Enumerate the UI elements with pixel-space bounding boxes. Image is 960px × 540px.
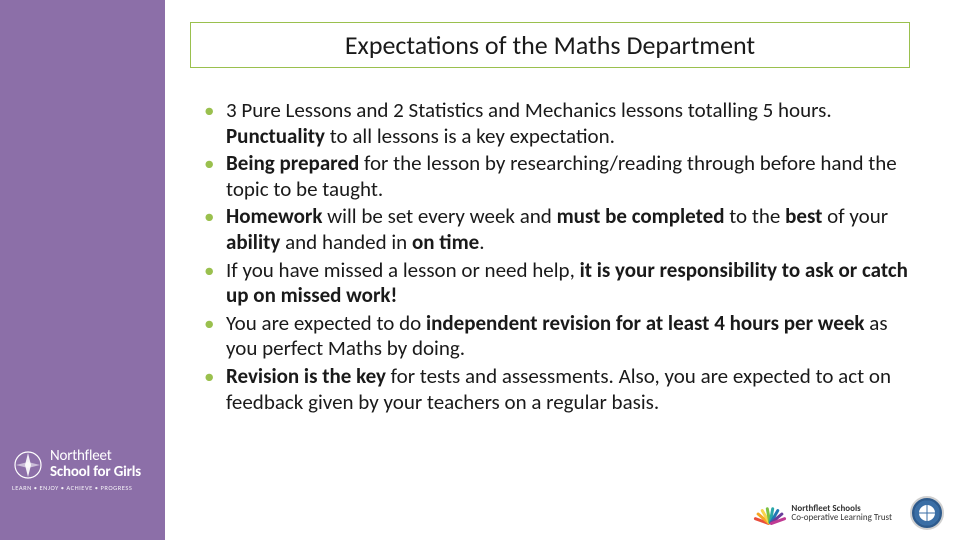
content-area: 3 Pure Lessons and 2 Statistics and Mech… xyxy=(200,98,910,417)
bullet-item: Homework will be set every week and must… xyxy=(200,204,910,255)
sidebar: Northfleet School for Girls LEARN • ENJO… xyxy=(0,0,165,540)
bullet-segment: Punctuality xyxy=(226,123,325,149)
bullet-segment: Revision is the key xyxy=(226,363,391,389)
bullet-segment: 3 Pure Lessons and 2 Statistics and Mech… xyxy=(226,97,832,123)
burst-icon xyxy=(753,496,787,530)
bullet-item: Revision is the key for tests and assess… xyxy=(200,364,910,415)
bullet-segment: of your xyxy=(827,203,888,229)
bullet-segment: Being prepared xyxy=(226,150,364,176)
bullet-segment: and handed in xyxy=(285,229,412,255)
partner-logo: Northfleet Schools Co-operative Learning… xyxy=(753,496,892,530)
slide-title: Expectations of the Maths Department xyxy=(199,29,901,61)
footer-logos: Northfleet Schools Co-operative Learning… xyxy=(753,496,944,530)
bullet-segment: best xyxy=(785,203,827,229)
compass-icon xyxy=(12,449,44,481)
bullet-segment: will be set every week and xyxy=(327,203,556,229)
bullet-item: You are expected to do independent revis… xyxy=(200,311,910,362)
bullet-segment: independent revision for at least 4 hour… xyxy=(426,310,869,336)
school-logo: Northfleet School for Girls LEARN • ENJO… xyxy=(12,449,141,492)
bullet-segment: must be completed xyxy=(557,203,730,229)
bullet-segment: to all lessons is a key expectation. xyxy=(325,123,615,149)
logo-tagline: LEARN • ENJOY • ACHIEVE • PROGRESS xyxy=(12,484,141,492)
bullet-segment: Homework xyxy=(226,203,327,229)
bullet-segment: on time xyxy=(412,229,479,255)
bullet-segment: You are expected to do xyxy=(226,310,426,336)
bullet-segment: . xyxy=(479,229,484,255)
logo-line2: School for Girls xyxy=(50,465,141,481)
bullet-item: If you have missed a lesson or need help… xyxy=(200,258,910,309)
bullet-segment: If you have missed a lesson or need help… xyxy=(226,257,580,283)
bullet-item: Being prepared for the lesson by researc… xyxy=(200,151,910,202)
ib-badge-icon xyxy=(910,496,944,530)
bullet-segment: to the xyxy=(729,203,785,229)
bullet-item: 3 Pure Lessons and 2 Statistics and Mech… xyxy=(200,98,910,149)
bullet-segment: ability xyxy=(226,229,285,255)
partner-line2: Co-operative Learning Trust xyxy=(791,513,892,522)
title-box: Expectations of the Maths Department xyxy=(190,22,910,68)
bullet-list: 3 Pure Lessons and 2 Statistics and Mech… xyxy=(200,98,910,415)
